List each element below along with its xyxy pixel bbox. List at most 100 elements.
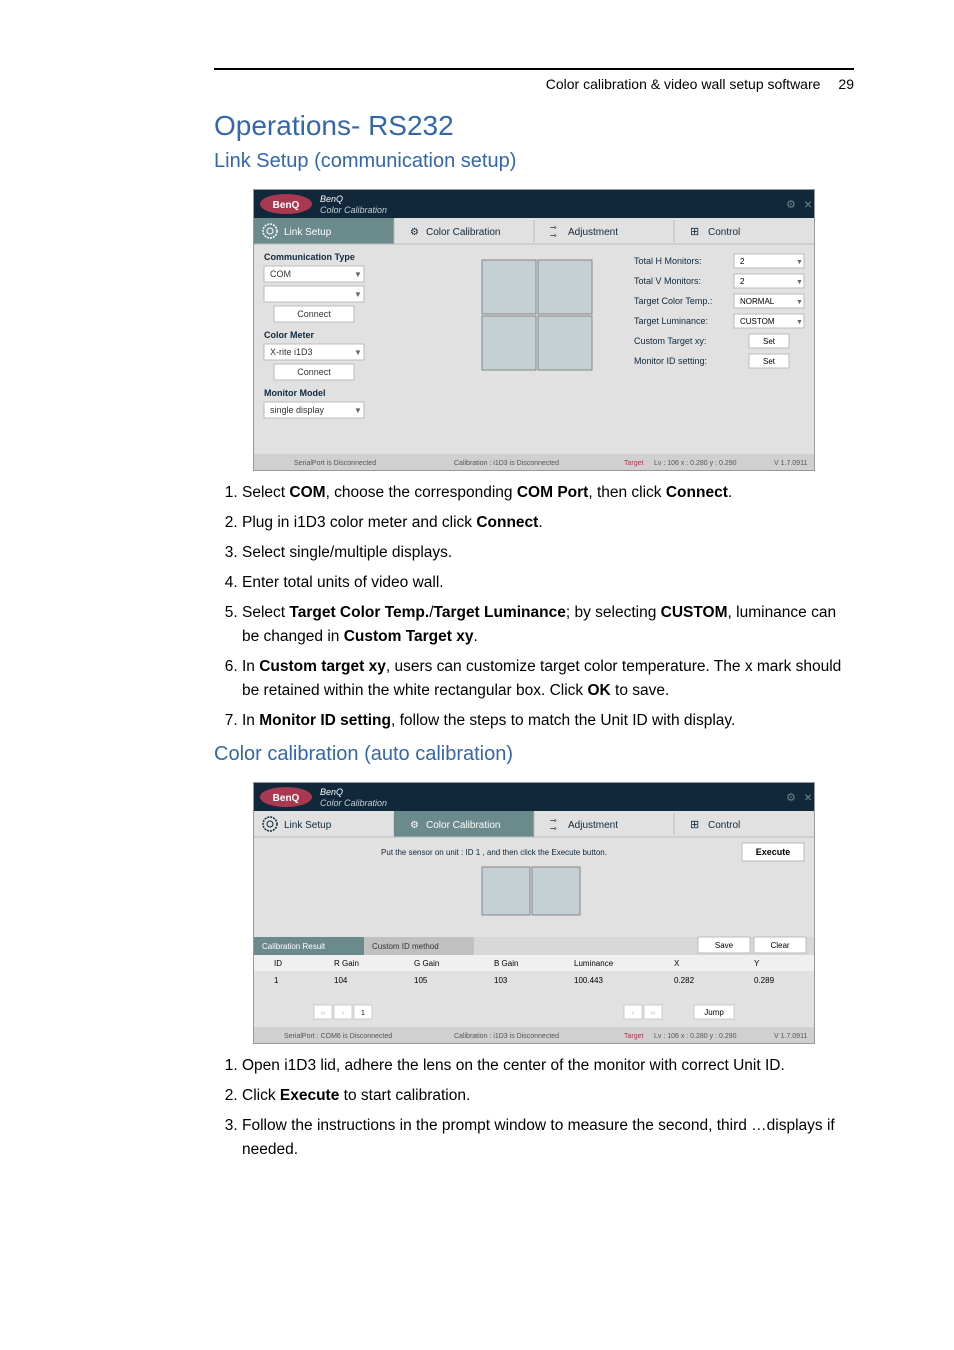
svg-text:▼: ▼ (796, 319, 803, 326)
connect-btn-2: Connect (297, 367, 331, 377)
header-rule (214, 68, 854, 70)
tab-cal-result: Calibration Result (262, 942, 326, 951)
li-4: Enter total units of video wall. (242, 571, 854, 595)
tct-val: NORMAL (740, 297, 775, 306)
svg-text:105: 105 (414, 976, 428, 985)
svg-text:⚙: ⚙ (410, 820, 419, 831)
section-subtitle: Link Setup (communication setup) (214, 150, 854, 173)
svg-text:V 1.7.0911: V 1.7.0911 (774, 1033, 807, 1040)
li2-3: Follow the instructions in the prompt wi… (242, 1114, 854, 1162)
tlum-label: Target Luminance: (634, 316, 708, 326)
instructions-list-1: Select COM, choose the corresponding COM… (214, 481, 854, 733)
set-btn-2: Set (763, 357, 776, 366)
com-dropdown: COM (270, 269, 291, 279)
svg-text:⚙: ⚙ (786, 199, 796, 211)
svg-text:1: 1 (361, 1010, 365, 1017)
svg-text:▼: ▼ (354, 270, 362, 279)
svg-text:››: ›› (651, 1010, 656, 1017)
section-subtitle-2: Color calibration (auto calibration) (214, 743, 854, 766)
svg-text:▼: ▼ (354, 290, 362, 299)
svg-text:ID: ID (274, 959, 282, 968)
tot-h-label: Total H Monitors: (634, 256, 702, 266)
svg-text:Adjustment: Adjustment (568, 820, 618, 831)
screenshot-color-calibration: BenQ BenQ Color Calibration ⚙ × Link Setu… (253, 782, 815, 1044)
svg-text:⊸: ⊸ (550, 824, 557, 833)
svg-text:▼: ▼ (796, 299, 803, 306)
svg-text:⚙: ⚙ (786, 792, 796, 804)
cxy-label: Custom Target xy: (634, 336, 706, 346)
comm-type-label: Communication Type (264, 252, 355, 262)
svg-text:100.443: 100.443 (574, 976, 603, 985)
tct-label: Target Color Temp.: (634, 296, 712, 306)
svg-text:Color Calibration: Color Calibration (426, 820, 500, 831)
svg-text:Lv : 106 x : 0.280 y : 0.29: Lv : 106 x : 0.280 y : 0.290 (654, 1033, 737, 1040)
svg-text:Control: Control (708, 820, 740, 831)
mon-model-label: Monitor Model (264, 388, 326, 398)
svg-text:▼: ▼ (354, 406, 362, 415)
clear-btn: Clear (770, 941, 789, 950)
svg-text:104: 104 (334, 976, 348, 985)
svg-text:⊞: ⊞ (690, 819, 699, 831)
status-tgt: Target (624, 460, 644, 467)
li-2: Plug in i1D3 color meter and click Conne… (242, 511, 854, 535)
status-tgtv: Lv : 106 x : 0.280 y : 0.290 (654, 460, 737, 467)
svg-text:BenQ: BenQ (273, 793, 300, 804)
li-1: Select COM, choose the corresponding COM… (242, 481, 854, 505)
section-title: Operations- RS232 (214, 110, 854, 142)
single-display: single display (270, 405, 325, 415)
svg-text:BenQ: BenQ (320, 787, 343, 797)
header-title: Color calibration & video wall setup sof… (546, 76, 821, 92)
svg-text:▼: ▼ (796, 279, 803, 286)
svg-text:×: × (804, 196, 812, 212)
tab-custom-id: Custom ID method (372, 942, 439, 951)
brand-text: BenQ (320, 194, 343, 204)
set-btn: Set (763, 337, 776, 346)
svg-text:G Gain: G Gain (414, 959, 439, 968)
tab-ctrl: Control (708, 227, 740, 238)
tot-v-label: Total V Monitors: (634, 276, 701, 286)
li-6: In Custom target xy, users can customize… (242, 655, 854, 703)
svg-text:Link Setup: Link Setup (284, 820, 332, 831)
svg-text:Calibration : i1D3 is Disconne: Calibration : i1D3 is Disconnected (454, 1033, 559, 1040)
svg-text:⚙: ⚙ (410, 227, 419, 238)
svg-text:Color Calibration: Color Calibration (320, 798, 387, 808)
screenshot-link-setup: BenQ BenQ Color Calibration ⚙ × Link Setu… (253, 189, 815, 471)
tab-cal: Color Calibration (426, 227, 500, 238)
save-btn: Save (715, 941, 734, 950)
li2-2: Click Execute to start calibration. (242, 1084, 854, 1108)
svg-text:BenQ: BenQ (273, 200, 300, 211)
connect-btn: Connect (297, 309, 331, 319)
svg-text:×: × (804, 789, 812, 805)
svg-text:103: 103 (494, 976, 508, 985)
execute-btn: Execute (756, 847, 791, 857)
svg-text:0.282: 0.282 (674, 976, 695, 985)
status-ver: V 1.7.0911 (774, 460, 807, 467)
svg-text:Luminance: Luminance (574, 959, 614, 968)
li2-1: Open i1D3 lid, adhere the lens on the ce… (242, 1054, 854, 1078)
svg-text:▼: ▼ (354, 348, 362, 357)
svg-text:1: 1 (274, 976, 279, 985)
li-5: Select Target Color Temp./Target Luminan… (242, 601, 854, 649)
tlum-val: CUSTOM (740, 317, 775, 326)
li-3: Select single/multiple displays. (242, 541, 854, 565)
tab-adj: Adjustment (568, 227, 618, 238)
svg-text:⊸: ⊸ (550, 231, 557, 240)
status-cal: Calibration : i1D3 is Disconnected (454, 460, 559, 467)
svg-text:⊞: ⊞ (690, 226, 699, 238)
tab-link: Link Setup (284, 227, 332, 238)
color-meter-label: Color Meter (264, 330, 315, 340)
page-number: 29 (838, 76, 854, 92)
mid-label: Monitor ID setting: (634, 356, 707, 366)
jump-btn: Jump (704, 1008, 724, 1017)
svg-text:SerialPort : COM6 is Disconnec: SerialPort : COM6 is Disconnected (284, 1033, 392, 1040)
svg-text:▼: ▼ (796, 259, 803, 266)
svg-text:X: X (674, 959, 680, 968)
svg-text:R Gain: R Gain (334, 959, 359, 968)
svg-text:B Gain: B Gain (494, 959, 518, 968)
li-7: In Monitor ID setting, follow the steps … (242, 709, 854, 733)
svg-text:0.289: 0.289 (754, 976, 775, 985)
instructions-list-2: Open i1D3 lid, adhere the lens on the ce… (214, 1054, 854, 1162)
status-sp: SerialPort is Disconnected (294, 460, 376, 467)
svg-text:Y: Y (754, 959, 760, 968)
tot-h-val: 2 (740, 257, 745, 266)
